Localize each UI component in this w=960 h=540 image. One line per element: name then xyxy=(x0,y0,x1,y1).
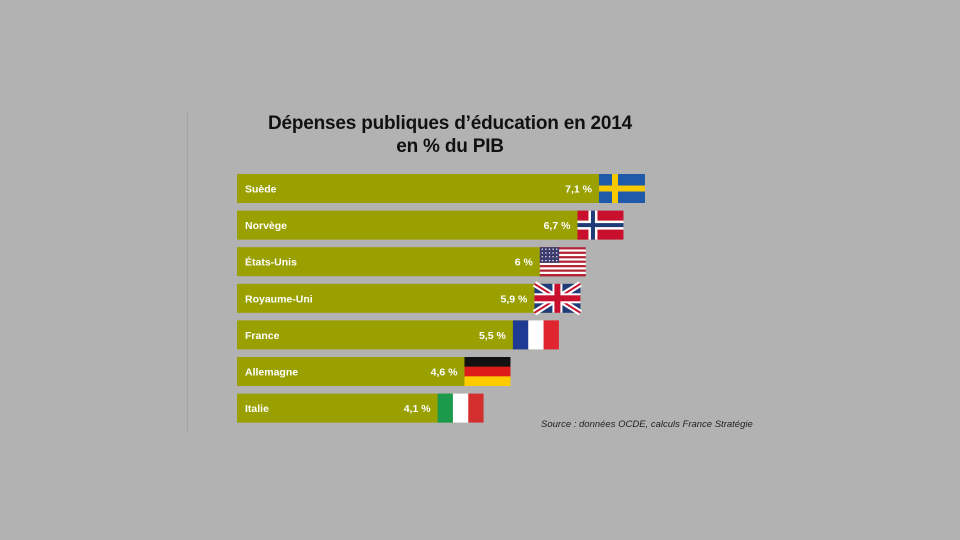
value-label: 7,1 % xyxy=(565,184,593,196)
category-label: États-Unis xyxy=(245,256,297,269)
sweden-flag-icon xyxy=(598,174,645,203)
value-label: 6 % xyxy=(515,257,534,269)
bar xyxy=(237,174,619,203)
source-note: Source : données OCDE, calculs France St… xyxy=(541,419,753,430)
category-label: Italie xyxy=(245,403,269,415)
bar xyxy=(237,210,598,240)
bar-group: Allemagne 4,6 % xyxy=(237,357,511,386)
category-label: Allemagne xyxy=(245,367,298,379)
chart-title-block: Dépenses publiques d’éducation en 2014 e… xyxy=(180,112,720,158)
chart-title: Dépenses publiques d’éducation en 2014 xyxy=(267,113,633,134)
category-label: Norvège xyxy=(245,220,287,232)
bar-group: Royaume-Uni 5,9 % xyxy=(237,281,583,316)
value-label: 4,6 % xyxy=(431,367,459,379)
value-label: 5,5 % xyxy=(479,330,507,342)
uk-flag-icon xyxy=(532,281,583,316)
bar-group: France 5,5 % xyxy=(237,320,559,350)
value-label: 5,9 % xyxy=(501,293,529,305)
category-label: France xyxy=(245,330,280,342)
divider-line xyxy=(187,112,188,432)
bar-group: Suède 7,1 % xyxy=(237,174,645,203)
italy-flag-icon xyxy=(437,393,484,423)
bar-group: États-Unis 6 % xyxy=(237,247,586,277)
france-flag-icon xyxy=(512,320,559,350)
usa-flag-icon xyxy=(539,247,586,277)
bar xyxy=(237,357,485,386)
category-label: Royaume-Uni xyxy=(245,293,313,305)
value-label: 4,1 % xyxy=(404,403,432,415)
bar-group: Italie 4,1 % xyxy=(237,393,484,423)
germany-flag-icon xyxy=(464,357,511,386)
value-label: 6,7 % xyxy=(544,220,572,232)
bar xyxy=(237,283,555,313)
bar xyxy=(237,393,458,423)
chart-subtitle: en % du PIB xyxy=(396,136,504,157)
bar xyxy=(237,320,533,350)
bar-group: Norvège 6,7 % xyxy=(237,210,624,240)
norway-flag-icon xyxy=(577,210,624,240)
bar xyxy=(237,247,560,277)
category-label: Suède xyxy=(245,184,277,196)
